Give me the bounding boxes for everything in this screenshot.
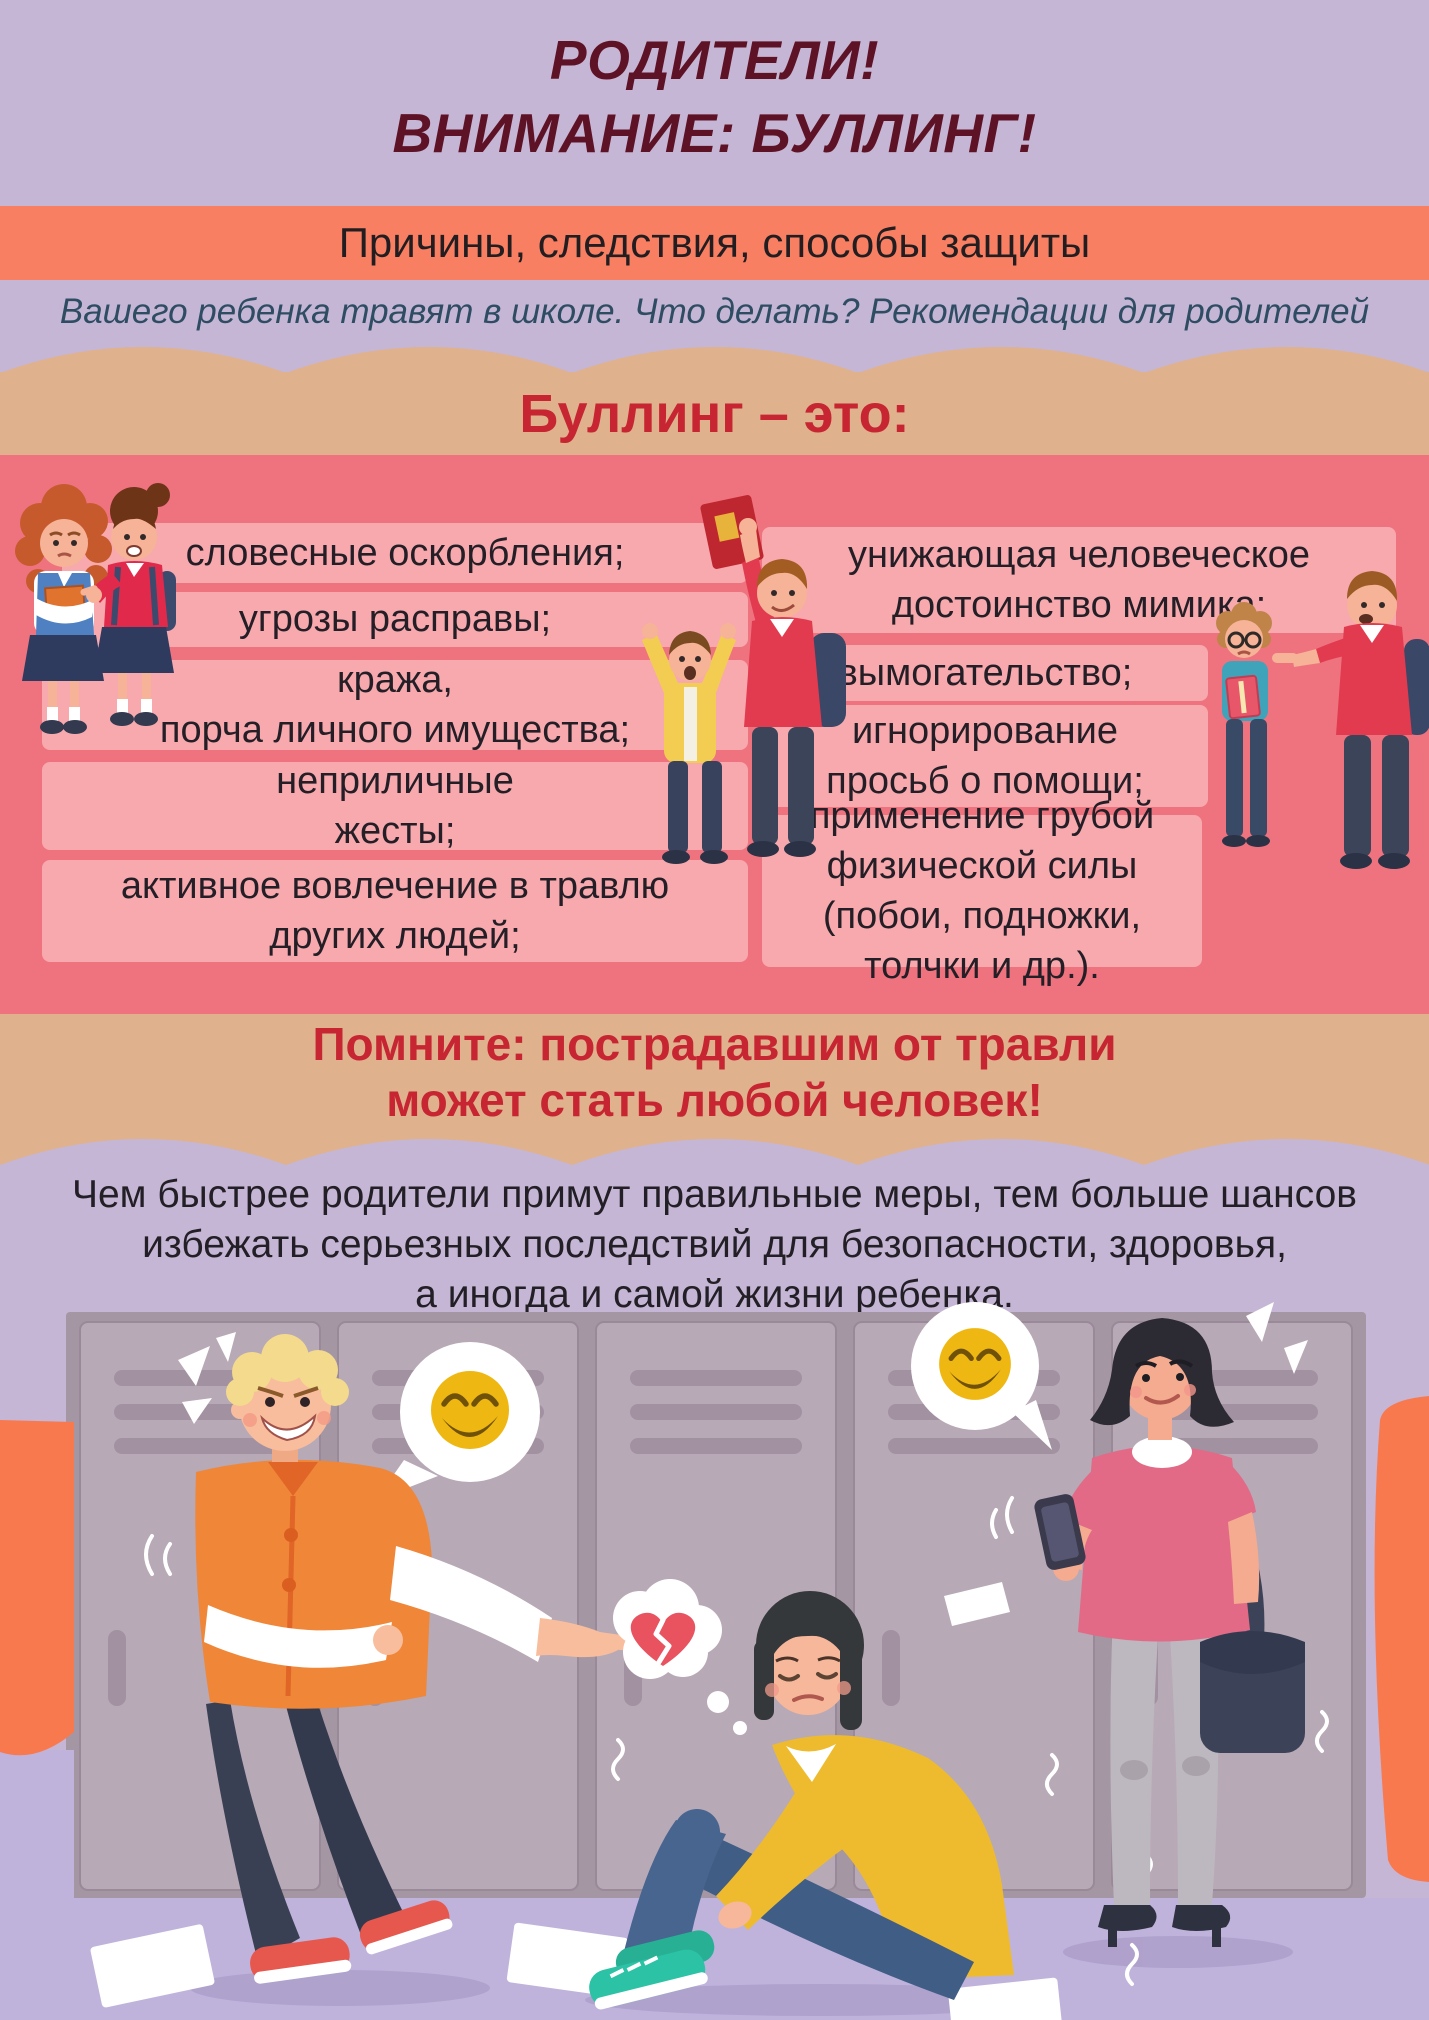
bullying-item-left-4: неприличные жесты; [42, 760, 748, 852]
scattered-papers [90, 1582, 1062, 2020]
subtitle-band: Причины, следствия, способы защиты [0, 206, 1429, 280]
reminder-band: Помните: пострадавшим от травли может ста… [0, 1014, 1429, 1130]
subtitle-text: Причины, следствия, способы защиты [338, 219, 1091, 266]
book-keepaway-illustration [642, 495, 846, 864]
tagline: Вашего ребенка травят в школе. Что делат… [59, 292, 1370, 331]
section-heading: Буллинг – это: [519, 384, 910, 444]
wave-divider-bottom [0, 1129, 1429, 1165]
reminder-text: Помните: пострадавшим от травли может ста… [312, 1016, 1116, 1128]
closing-paragraph: Чем быстрее родители примут правильные м… [71, 1173, 1358, 1316]
schoolchildren-illustrations [15, 483, 1429, 869]
right-wall [1374, 1396, 1429, 1882]
mocking-pair-illustration [1216, 571, 1429, 869]
bullying-item-left-1: словесные оскорбления; [62, 523, 748, 583]
woman-with-phone [990, 1302, 1329, 1947]
bullying-list-section: словесные оскорбления; угрозы расправы; … [0, 455, 1429, 1015]
smirking-emoji-icon [939, 1328, 1011, 1400]
broken-heart-icon [630, 1612, 696, 1666]
bully-boy [144, 1332, 630, 1984]
page-title: РОДИТЕЛИ! ВНИМАНИЕ: БУЛЛИНГ! [0, 24, 1429, 169]
bullying-item-left-5: активное вовлечение в травлю других люде… [42, 860, 748, 962]
bullying-item-left-3: кража, порча личного имущества; [42, 659, 748, 751]
schoolgirls-talking-illustration [15, 483, 176, 734]
reminder-line-1: Помните: пострадавшим от травли [312, 1017, 1117, 1070]
bullying-item-right-1: унижающая человеческое достоинство мимик… [762, 527, 1396, 633]
section-heading-band: Буллинг – это: [0, 372, 1429, 456]
left-wall [0, 1420, 74, 1756]
sad-girl-sitting [589, 1591, 1153, 2010]
title-line-2: ВНИМАНИЕ: БУЛЛИНГ! [392, 101, 1037, 164]
wave-divider-top [0, 347, 1429, 373]
thought-bubble [613, 1579, 747, 1735]
reminder-line-2: может стать любой человек! [386, 1074, 1043, 1126]
title-line-1: РОДИТЕЛИ! [549, 29, 880, 91]
hallway-bullying-scene [0, 1302, 1429, 2020]
woman-speech-bubble [911, 1302, 1052, 1450]
smirking-emoji-icon [431, 1371, 509, 1449]
